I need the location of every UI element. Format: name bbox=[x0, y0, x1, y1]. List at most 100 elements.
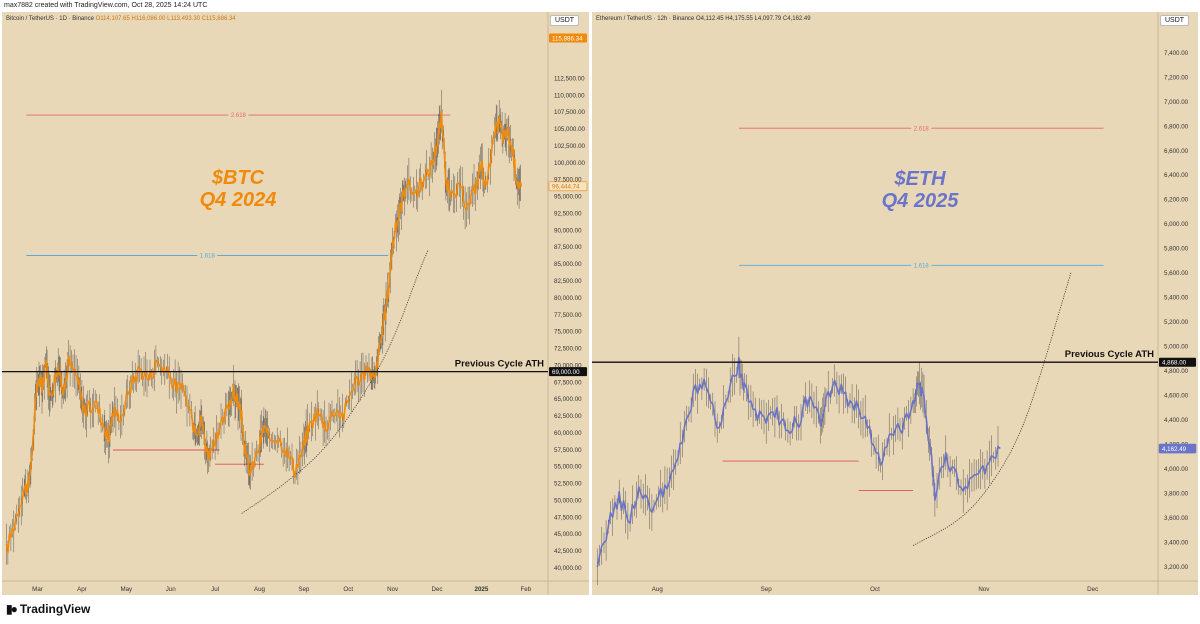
y-tick-label: 85,000.00 bbox=[554, 261, 582, 268]
y-tick-label: 6,200.00 bbox=[1164, 197, 1189, 204]
y-tick-label: 3,400.00 bbox=[1164, 539, 1189, 546]
fib-1618-label: 1.618 bbox=[914, 263, 930, 269]
btc-ohlc: O114,107.65 H116,086.00 L113,493.30 C115… bbox=[95, 16, 236, 22]
fib-label-bg bbox=[911, 261, 932, 270]
last-price-tag bbox=[548, 181, 588, 192]
last-price-tag bbox=[1158, 443, 1197, 454]
eth-chart-svg[interactable]: 3,200.00 3,400.00 3,600.00 3,800.00 4,000.00… bbox=[592, 12, 1198, 595]
y-tick-label: 55,000.00 bbox=[554, 464, 582, 471]
y-tick-label: 70,000.00 bbox=[554, 362, 582, 369]
y-tick-label: 42,500.00 bbox=[554, 548, 582, 555]
tradingview-logo[interactable]: ▮● TradingView bbox=[6, 602, 90, 616]
parabolic-curve bbox=[241, 249, 429, 514]
y-tick-label: 4,400.00 bbox=[1164, 417, 1189, 424]
y-tick-label: 110,000.00 bbox=[554, 92, 585, 99]
y-tick-label: 75,000.00 bbox=[554, 329, 582, 336]
ath-price-label: 69,000.00 bbox=[552, 369, 580, 376]
current-price-tag bbox=[549, 33, 587, 43]
btc-chart-panel[interactable]: 40,000.00 42,500.00 45,000.00 47,500.00 50,0… bbox=[2, 12, 589, 595]
fib-label-bg bbox=[228, 111, 249, 120]
y-tick-label: 6,800.00 bbox=[1164, 123, 1189, 130]
btc-currency-badge[interactable]: USDT bbox=[550, 15, 580, 26]
current-price-label: 115,886.34 bbox=[552, 35, 583, 42]
creator-bar: max7882 created with TradingView.com, Oc… bbox=[0, 0, 1200, 12]
x-tick-label: May bbox=[120, 586, 133, 593]
y-tick-label: 107,500.00 bbox=[554, 109, 586, 116]
y-tick-label: 6,000.00 bbox=[1164, 221, 1189, 228]
chart-annotation-subtitle: Q4 2025 bbox=[882, 190, 960, 212]
price-series-line bbox=[596, 356, 1001, 568]
y-tick-label: 77,500.00 bbox=[554, 312, 582, 319]
x-tick-label: Jul bbox=[211, 586, 219, 593]
ath-label: Previous Cycle ATH bbox=[455, 359, 544, 370]
y-tick-label: 5,600.00 bbox=[1164, 270, 1189, 277]
y-tick-label: 50,000.00 bbox=[554, 497, 582, 504]
x-tick-label: Dec bbox=[1087, 586, 1098, 593]
eth-symbol-title: Ethereum / TetherUS · 12h · Binance bbox=[596, 16, 695, 22]
x-tick-label: Dec bbox=[432, 586, 443, 593]
price-bars bbox=[6, 89, 521, 565]
y-tick-label: 7,000.00 bbox=[1164, 99, 1189, 106]
ath-price-tag bbox=[549, 367, 587, 377]
tradingview-brand: TradingView bbox=[19, 602, 91, 616]
y-tick-label: 5,200.00 bbox=[1164, 319, 1189, 326]
x-tick-label: Nov bbox=[387, 586, 399, 593]
ath-price-label: 4,868.00 bbox=[1162, 360, 1187, 367]
btc-chart-svg[interactable]: 40,000.00 42,500.00 45,000.00 47,500.00 50,0… bbox=[2, 12, 589, 595]
y-tick-label: 60,000.00 bbox=[554, 430, 582, 437]
y-tick-label: 5,000.00 bbox=[1164, 344, 1189, 351]
y-tick-label: 40,000.00 bbox=[554, 565, 582, 572]
x-tick-label: 2025 bbox=[475, 586, 489, 593]
y-tick-label: 80,000.00 bbox=[554, 295, 582, 302]
x-tick-label: Aug bbox=[254, 586, 266, 593]
y-tick-label: 92,500.00 bbox=[554, 210, 582, 217]
chart-annotation-title: $ETH bbox=[893, 168, 946, 190]
y-tick-label: 87,500.00 bbox=[554, 244, 582, 251]
y-tick-label: 112,500.00 bbox=[554, 75, 585, 82]
y-tick-label: 52,500.00 bbox=[554, 481, 582, 488]
x-tick-label: Nov bbox=[978, 586, 990, 593]
y-tick-label: 102,500.00 bbox=[554, 143, 586, 150]
fib-1618-label: 1.618 bbox=[200, 254, 216, 260]
last-price-label: 4,162.49 bbox=[1162, 446, 1187, 453]
y-tick-label: 45,000.00 bbox=[554, 531, 582, 538]
y-tick-label: 4,800.00 bbox=[1164, 368, 1189, 375]
fib-2618-label: 2.618 bbox=[914, 126, 930, 132]
last-price-label: 96,444.74 bbox=[552, 184, 580, 191]
y-tick-label: 3,200.00 bbox=[1164, 564, 1189, 571]
y-tick-label: 67,500.00 bbox=[554, 379, 582, 386]
chart-annotation-subtitle: Q4 2024 bbox=[200, 189, 277, 211]
y-tick-label: 3,600.00 bbox=[1164, 515, 1189, 522]
y-tick-label: 65,000.00 bbox=[554, 396, 582, 403]
y-tick-label: 6,400.00 bbox=[1164, 172, 1189, 179]
y-tick-label: 90,000.00 bbox=[554, 227, 582, 234]
tradingview-logo-icon: ▮● bbox=[6, 602, 18, 616]
y-tick-label: 4,600.00 bbox=[1164, 392, 1189, 399]
y-tick-label: 7,400.00 bbox=[1164, 50, 1189, 57]
x-tick-label: Sep bbox=[761, 586, 773, 593]
y-tick-label: 97,500.00 bbox=[554, 177, 582, 184]
chart-annotation-title: $BTC bbox=[211, 167, 265, 189]
y-tick-label: 82,500.00 bbox=[554, 278, 582, 285]
btc-symbol-info: Bitcoin / TetherUS · 1D · Binance O114,1… bbox=[6, 16, 236, 22]
x-tick-label: Oct bbox=[870, 586, 880, 593]
eth-currency-badge[interactable]: USDT bbox=[1160, 15, 1190, 26]
ath-label: Previous Cycle ATH bbox=[1065, 349, 1154, 360]
y-tick-label: 62,500.00 bbox=[554, 413, 582, 420]
y-tick-label: 100,000.00 bbox=[554, 160, 586, 167]
y-tick-label: 57,500.00 bbox=[554, 447, 582, 454]
x-tick-label: Feb bbox=[520, 586, 531, 593]
y-tick-label: 95,000.00 bbox=[554, 194, 582, 201]
x-tick-label: Aug bbox=[652, 586, 664, 593]
footer: ▮● TradingView bbox=[0, 596, 1200, 624]
y-tick-label: 47,500.00 bbox=[554, 514, 582, 521]
eth-chart-panel[interactable]: 3,200.00 3,400.00 3,600.00 3,800.00 4,000.00… bbox=[592, 12, 1198, 595]
x-tick-label: Apr bbox=[77, 586, 87, 593]
y-tick-label: 5,800.00 bbox=[1164, 246, 1189, 253]
y-tick-label: 105,000.00 bbox=[554, 126, 586, 133]
eth-symbol-info: Ethereum / TetherUS · 12h · Binance O4,1… bbox=[596, 16, 811, 22]
eth-ohlc: O4,112.45 H4,175.55 L4,097.79 C4,162.49 bbox=[695, 16, 811, 22]
y-tick-label: 4,000.00 bbox=[1164, 466, 1189, 473]
btc-symbol-title: Bitcoin / TetherUS · 1D · Binance bbox=[6, 16, 94, 22]
x-tick-label: Jun bbox=[166, 586, 177, 593]
